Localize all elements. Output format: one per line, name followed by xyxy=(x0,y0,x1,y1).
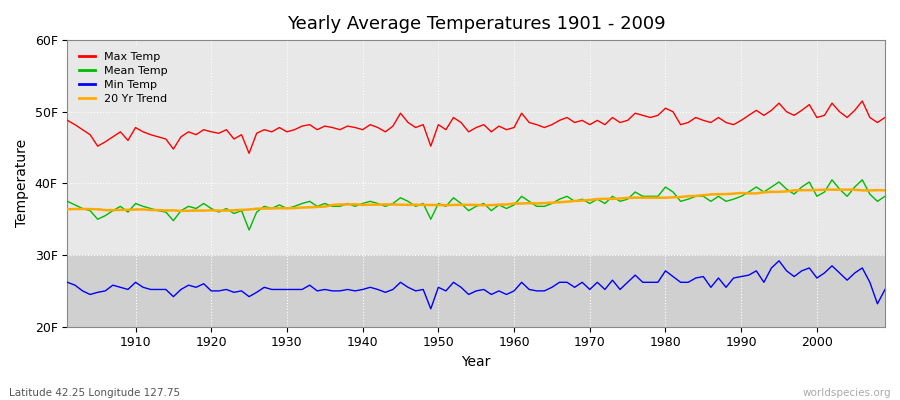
Text: Latitude 42.25 Longitude 127.75: Latitude 42.25 Longitude 127.75 xyxy=(9,388,180,398)
X-axis label: Year: Year xyxy=(462,355,490,369)
Bar xyxy=(68,255,885,327)
Text: worldspecies.org: worldspecies.org xyxy=(803,388,891,398)
Legend: Max Temp, Mean Temp, Min Temp, 20 Yr Trend: Max Temp, Mean Temp, Min Temp, 20 Yr Tre… xyxy=(73,46,173,110)
Title: Yearly Average Temperatures 1901 - 2009: Yearly Average Temperatures 1901 - 2009 xyxy=(287,15,665,33)
Y-axis label: Temperature: Temperature xyxy=(15,139,29,228)
